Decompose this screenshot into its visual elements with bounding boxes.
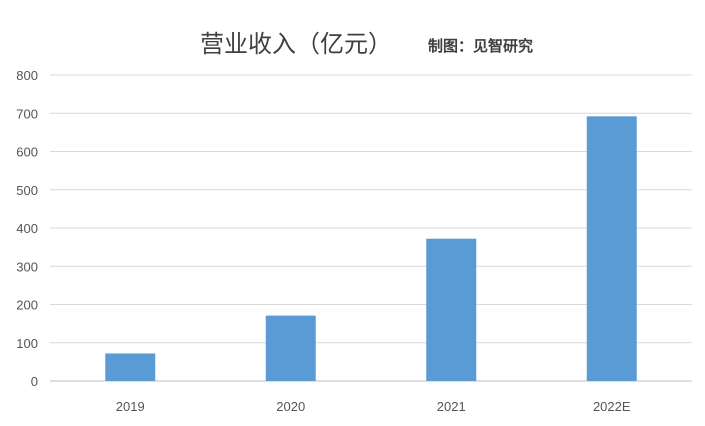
y-tick-label: 300: [16, 259, 38, 274]
y-tick-label: 200: [16, 298, 38, 313]
x-tick-label: 2022E: [593, 399, 631, 414]
bars: [105, 116, 637, 381]
y-tick-label: 700: [16, 106, 38, 121]
bar-2022E: [586, 116, 637, 381]
y-tick-label: 500: [16, 183, 38, 198]
y-tick-label: 0: [31, 374, 38, 389]
x-tick-label: 2020: [276, 399, 305, 414]
y-axis-ticks: 0 100 200 300 400 500 600 700 800: [16, 68, 38, 389]
bar-2021: [426, 238, 477, 381]
gridlines: [50, 74, 692, 382]
x-axis-ticks: 2019 2020 2021 2022E: [116, 399, 631, 414]
y-tick-label: 400: [16, 221, 38, 236]
chart-subtitle: 制图：见智研究: [428, 37, 533, 55]
y-tick-label: 600: [16, 145, 38, 160]
x-tick-label: 2021: [437, 399, 466, 414]
y-tick-label: 100: [16, 336, 38, 351]
bar-2019: [105, 353, 156, 381]
bar-2020: [265, 315, 316, 381]
y-tick-label: 800: [16, 68, 38, 83]
x-tick-label: 2019: [116, 399, 145, 414]
chart-title: 营业收入（亿元）: [200, 30, 392, 58]
